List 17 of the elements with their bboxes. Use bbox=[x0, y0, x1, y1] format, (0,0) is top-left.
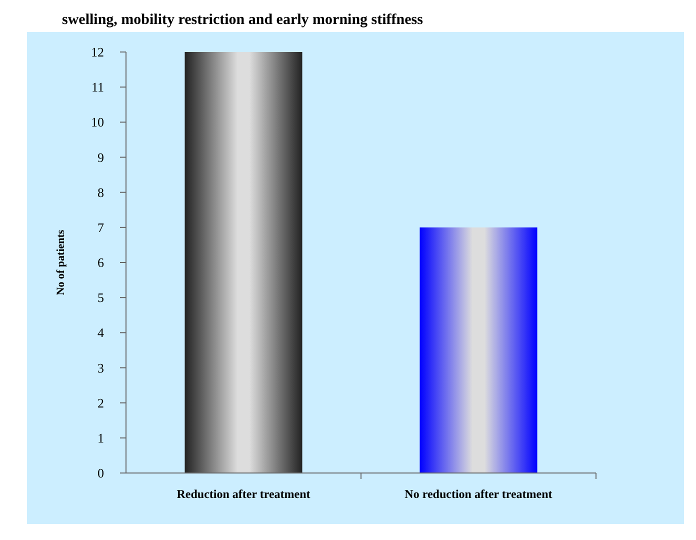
chart-title: swelling, mobility restriction and early morning stiffness bbox=[62, 12, 424, 28]
x-tick-label: No reduction after treatment bbox=[404, 487, 552, 501]
y-tick-label: 1 bbox=[98, 430, 104, 446]
y-tick-label: 2 bbox=[98, 395, 104, 410]
y-tick-label: 4 bbox=[98, 325, 104, 340]
y-tick-label: 8 bbox=[98, 184, 104, 200]
y-tick-label: 7 bbox=[98, 220, 104, 235]
y-tick-label: 5 bbox=[98, 290, 104, 306]
y-tick-label: 10 bbox=[91, 114, 104, 130]
y-tick-label: 12 bbox=[91, 44, 104, 60]
y-tick-label: 9 bbox=[98, 150, 104, 165]
x-tick-label: Reduction after treatment bbox=[176, 487, 310, 501]
y-axis-title: No of patients bbox=[55, 229, 67, 296]
y-tick-label: 6 bbox=[98, 255, 104, 270]
y-tick-label: 11 bbox=[91, 80, 104, 95]
y-tick-label: 3 bbox=[98, 360, 104, 376]
y-tick-label: 0 bbox=[98, 466, 104, 481]
